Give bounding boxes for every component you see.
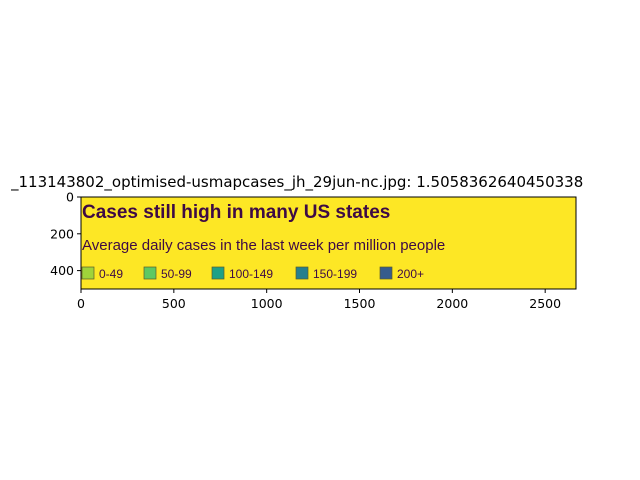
x-tick-label: 500 [162,296,186,311]
legend-swatch [379,266,393,280]
plot-title: _113143802_optimised-usmapcases_jh_29jun… [11,173,584,191]
legend-swatch [295,266,309,280]
legend-swatch [211,266,225,280]
legend-label: 150-199 [313,267,357,281]
x-tick-label: 1500 [344,296,376,311]
image-panel: Cases still high in many US states Avera… [81,197,576,289]
legend-label: 0-49 [99,267,123,281]
x-axis: 0 500 1000 1500 2000 2500 [77,289,561,311]
legend-label: 200+ [397,267,424,281]
axes-frame [80,196,577,290]
y-tick-label: 400 [50,263,74,278]
legend-swatch [81,266,95,280]
image-subheading: Average daily cases in the last week per… [82,237,445,254]
legend-label: 50-99 [161,267,192,281]
image-heading: Cases still high in many US states [82,202,390,223]
y-tick-label: 0 [66,190,74,205]
x-tick-label: 0 [77,296,85,311]
legend-label: 100-149 [229,267,273,281]
image-background [81,197,576,289]
x-tick-label: 2000 [436,296,468,311]
y-axis: 0 200 400 [50,190,81,278]
y-tick-label: 200 [50,226,74,241]
legend-swatch [143,266,157,280]
legend: 0-49 50-99 100-149 150-199 200+ [81,266,424,281]
x-tick-label: 2500 [529,296,561,311]
x-tick-label: 1000 [251,296,283,311]
